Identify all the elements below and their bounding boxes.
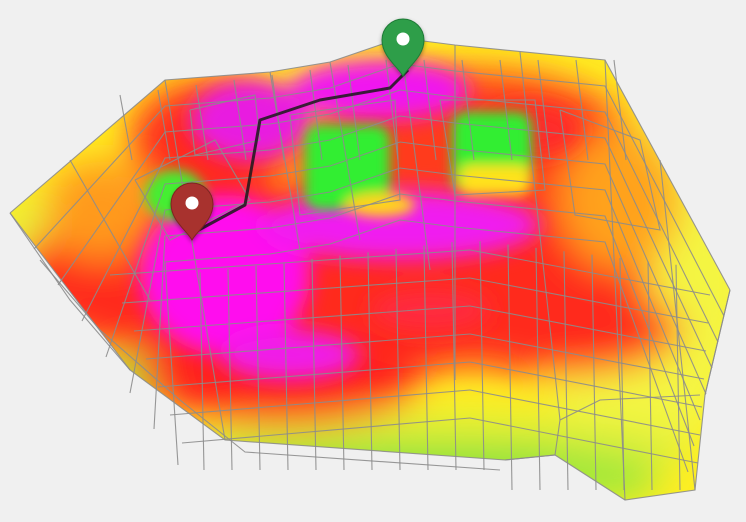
rafter-line [119, 94, 133, 161]
grid-line [507, 244, 513, 491]
rafter-line [347, 64, 361, 161]
rafter-line [423, 59, 437, 161]
wire-post [69, 159, 151, 301]
rafter-line [195, 84, 209, 161]
grid-line [451, 242, 457, 471]
wire-post [704, 289, 731, 396]
floor-outline [164, 219, 689, 473]
wire-post [164, 79, 226, 441]
grid-line [255, 265, 261, 471]
end-marker[interactable] [170, 182, 214, 241]
rafter-line [537, 59, 551, 161]
rafter-line [613, 59, 627, 161]
grid-line [647, 261, 653, 491]
grid-line [563, 251, 569, 491]
rafter-line [575, 59, 589, 161]
floor-line [469, 249, 711, 296]
floor-line [145, 333, 471, 360]
room-outline [289, 99, 401, 216]
facade-inner [39, 259, 501, 471]
grid-line [675, 264, 681, 491]
grid-line [479, 241, 485, 471]
floor-line [469, 333, 705, 380]
grid-line [339, 255, 345, 471]
wire-post [519, 51, 561, 421]
rafter-line [157, 89, 171, 161]
wire-post [269, 71, 301, 251]
grid-line [423, 245, 429, 471]
floor-line [133, 305, 471, 332]
route-path [194, 68, 410, 234]
map-pin-icon [381, 18, 425, 77]
start-marker[interactable] [381, 18, 425, 77]
floor-line [469, 361, 703, 408]
grid-line [395, 248, 401, 471]
rafter-line [461, 59, 475, 161]
rafter-line [233, 79, 247, 161]
wire-post [9, 212, 131, 371]
map-pin-icon [170, 182, 214, 241]
wire-post [604, 59, 626, 501]
building-wireframe [9, 37, 731, 501]
grid-line [535, 247, 541, 491]
rafter-line [385, 59, 399, 161]
grid-line [311, 258, 317, 471]
floor-line [169, 389, 471, 416]
floor-line [121, 277, 471, 304]
room-outline [134, 139, 251, 241]
rafter-line [499, 59, 513, 161]
rafter-line [271, 74, 285, 161]
grid-line [591, 254, 597, 491]
grid-line [367, 252, 373, 471]
floor-line [469, 277, 709, 324]
room-outline [189, 94, 261, 156]
grid-line [283, 262, 289, 471]
grid-line [619, 257, 625, 491]
floor-line [181, 417, 471, 444]
floor-outline [153, 193, 695, 447]
wire-post [399, 37, 431, 271]
floor-line [109, 249, 471, 276]
grid-line [227, 269, 233, 471]
grid-line [199, 272, 205, 471]
room-outline [559, 109, 661, 231]
wire-post [329, 61, 361, 241]
floor-line [469, 417, 699, 464]
rafter-line [309, 69, 323, 161]
floor-outline [57, 89, 719, 343]
floor-line [469, 389, 701, 436]
room-outline [439, 99, 546, 196]
floor-outline [9, 37, 731, 291]
floor-outline [33, 63, 725, 317]
